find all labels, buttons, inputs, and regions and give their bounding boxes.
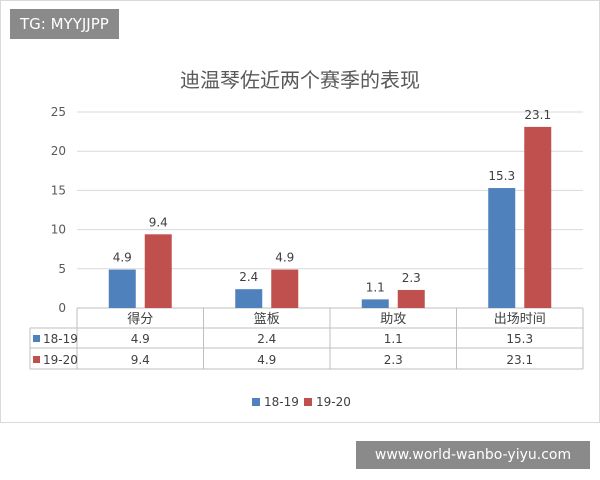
table-cell: 4.9 (257, 353, 276, 367)
legend-swatch (252, 398, 260, 406)
table-cell: 15.3 (506, 332, 533, 346)
table-series-label: 18-19 (43, 332, 78, 346)
bar-18-19-助攻 (361, 299, 389, 308)
y-tick-label: 20 (51, 144, 66, 158)
bar-19-20-篮板 (271, 269, 299, 308)
data-label: 4.9 (113, 251, 132, 265)
category-label: 助攻 (380, 312, 406, 327)
table-cell: 4.9 (131, 332, 150, 346)
y-tick-label: 15 (51, 183, 66, 197)
table-cell: 1.1 (384, 332, 403, 346)
table-legend-key (33, 356, 40, 363)
category-label: 篮板 (254, 312, 280, 327)
url-watermark: www.world-wanbo-yiyu.com (356, 441, 590, 469)
table-cell: 9.4 (131, 353, 150, 367)
y-tick-label: 25 (51, 105, 66, 119)
legend-label: 18-19 (264, 395, 299, 409)
data-label: 9.4 (149, 215, 168, 229)
bar-18-19-得分 (108, 269, 136, 308)
bar-18-19-出场时间 (488, 188, 516, 308)
category-label: 得分 (127, 311, 153, 327)
data-label: 15.3 (488, 169, 515, 183)
y-tick-label: 0 (58, 301, 66, 315)
bar-19-20-出场时间 (524, 126, 552, 308)
category-label: 出场时间 (494, 312, 546, 327)
data-label: 23.1 (524, 108, 551, 122)
table-series-label: 19-20 (43, 353, 78, 367)
legend-swatch (304, 398, 312, 406)
bar-18-19-篮板 (235, 289, 263, 308)
legend-label: 19-20 (316, 395, 351, 409)
table-cell: 2.3 (384, 353, 403, 367)
chart-title: 迪温琴佐近两个赛季的表现 (180, 68, 420, 92)
table-cell: 2.4 (257, 332, 276, 346)
data-label: 2.3 (402, 271, 421, 285)
table-legend-key (33, 335, 40, 342)
chart-svg: 0 5 10 15 20 25 4.9 2.4 1.1 15.3 9.4 4.9 2.3 23.1 得分 篮板… (29, 105, 584, 409)
data-label: 1.1 (366, 280, 385, 294)
data-label: 2.4 (239, 270, 258, 284)
y-tick-label: 10 (51, 223, 66, 237)
tg-watermark: TG: MYYJJPP (10, 9, 119, 39)
table-cell: 23.1 (506, 353, 533, 367)
bar-19-20-得分 (144, 234, 172, 308)
data-label: 4.9 (275, 251, 294, 265)
y-tick-label: 5 (58, 262, 66, 276)
bar-19-20-助攻 (397, 289, 425, 308)
